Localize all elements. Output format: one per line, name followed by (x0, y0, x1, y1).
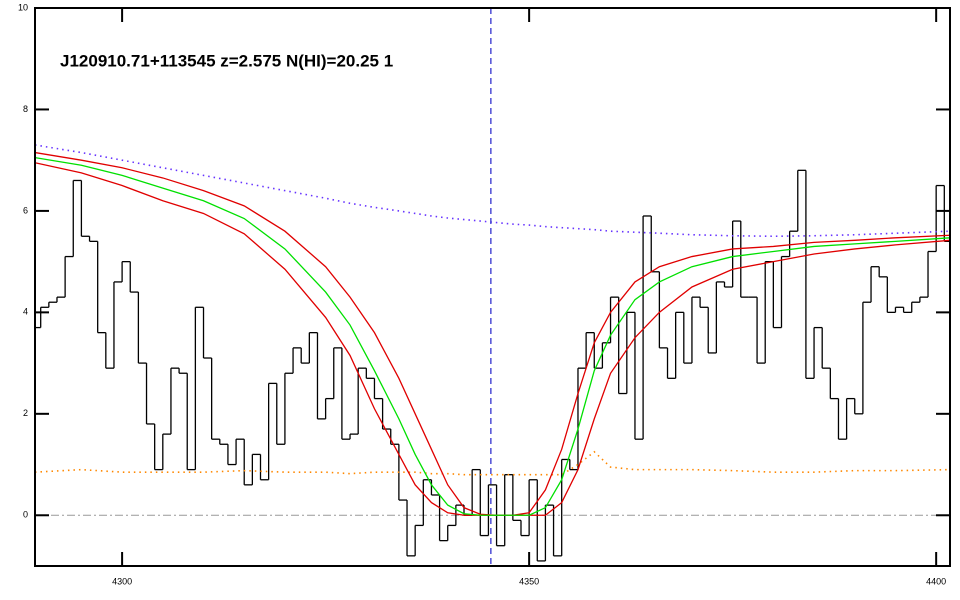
x-tick-label: 4400 (926, 576, 946, 586)
x-tick-label: 4350 (519, 576, 539, 586)
y-tick-label: 10 (18, 2, 28, 12)
plot-area (35, 8, 950, 566)
x-tick-label: 4300 (112, 576, 132, 586)
y-tick-label: 0 (23, 510, 28, 520)
series-line (35, 144, 950, 238)
y-tick-label: 8 (23, 104, 28, 114)
y-tick-label: 4 (23, 307, 28, 317)
series-line (35, 157, 950, 516)
y-tick-label: 2 (23, 408, 28, 418)
plot-frame (34, 7, 951, 567)
y-tick-label: 6 (23, 205, 28, 215)
chart-title: J120910.71+113545 z=2.575 N(HI)=20.25 1 (60, 51, 393, 70)
